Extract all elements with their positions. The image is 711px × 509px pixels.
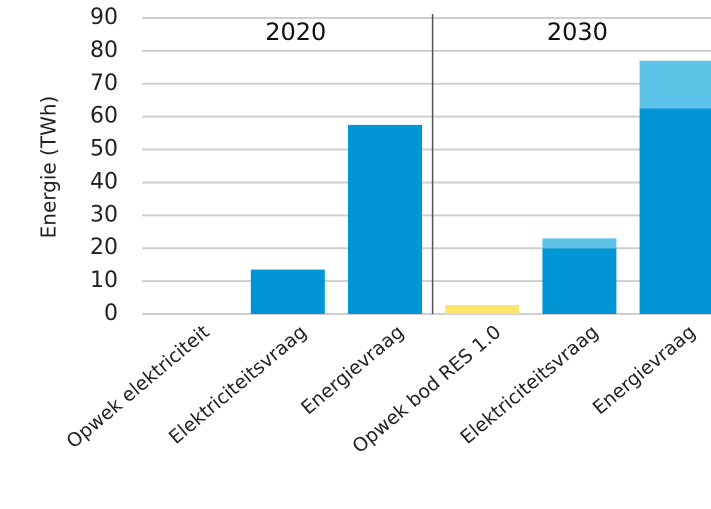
y-tick-label: 70 bbox=[90, 71, 118, 96]
y-tick-label: 90 bbox=[90, 5, 118, 30]
y-tick-label: 60 bbox=[90, 104, 118, 129]
y-tick-label: 20 bbox=[90, 235, 118, 260]
y-tick-label: 40 bbox=[90, 169, 118, 194]
bar-segment bbox=[250, 269, 325, 314]
group-title: 2020 bbox=[265, 18, 326, 46]
gridlines bbox=[142, 17, 711, 315]
bars bbox=[250, 60, 711, 314]
bar-segment bbox=[348, 124, 422, 314]
y-tick-label: 10 bbox=[90, 268, 118, 293]
y-axis-ticks: 0 10 20 30 40 50 60 70 80 90 bbox=[90, 5, 118, 326]
bar-segment bbox=[445, 305, 520, 314]
bar-segment bbox=[542, 238, 617, 249]
group-titles: 2020 2030 bbox=[265, 18, 608, 46]
x-axis-ticks: Opwek elektriciteitElektriciteitsvraagEn… bbox=[62, 321, 699, 458]
y-axis-label: Energie (TWh) bbox=[37, 96, 61, 239]
group-title: 2030 bbox=[547, 18, 608, 46]
x-tick-label: Energievraag bbox=[589, 321, 700, 419]
y-tick-label: 30 bbox=[90, 202, 118, 227]
bar-segment bbox=[542, 248, 617, 314]
y-tick-label: 0 bbox=[104, 301, 118, 326]
bar-segment bbox=[639, 60, 711, 109]
y-tick-label: 50 bbox=[90, 137, 118, 162]
y-tick-label: 80 bbox=[90, 38, 118, 63]
bar-segment bbox=[639, 108, 711, 314]
